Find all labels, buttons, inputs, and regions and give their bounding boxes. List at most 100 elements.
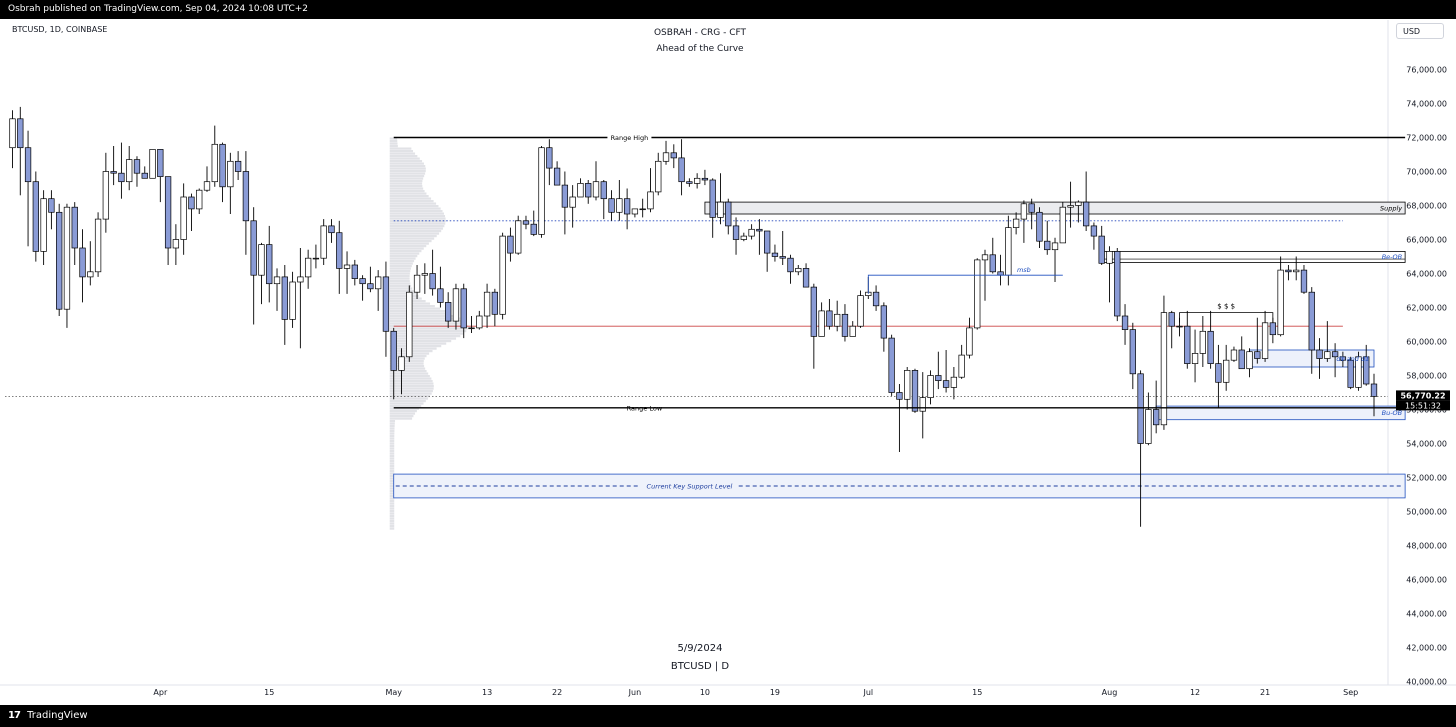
volume-profile-bar — [389, 207, 441, 210]
candle-body — [1269, 322, 1277, 336]
volume-profile-bar — [389, 217, 446, 220]
candle-body — [608, 198, 615, 213]
range-low-label: Range Low — [627, 404, 663, 412]
time-tick-label: 22 — [552, 688, 562, 697]
candle-body — [507, 235, 514, 254]
candle-body — [904, 370, 911, 400]
candle-body — [981, 254, 989, 261]
volume-profile-bar — [389, 145, 398, 148]
candle-body — [857, 295, 864, 327]
candle-body — [1285, 269, 1292, 273]
symbol-info: BTCUSD, 1D, COINBASE — [12, 25, 108, 34]
volume-profile-bar — [389, 457, 395, 460]
candle-body — [655, 160, 662, 193]
watermark-symbol: BTCUSD | D — [670, 661, 730, 672]
candle-body — [94, 218, 102, 273]
volume-profile-bar — [389, 185, 423, 188]
volume-profile-bar — [389, 345, 442, 348]
candle-body — [48, 198, 55, 213]
candle-body — [32, 181, 39, 252]
volume-profile-bar — [389, 400, 426, 403]
volume-profile-bar — [389, 445, 395, 448]
candle-body — [958, 354, 965, 378]
volume-profile-bar — [389, 472, 395, 475]
time-tick-label: May — [385, 688, 402, 697]
candle-body — [312, 257, 320, 260]
volume-profile-bar — [389, 250, 422, 253]
volume-profile-bar — [389, 255, 418, 258]
volume-profile-bar — [389, 435, 395, 438]
candle-body — [203, 181, 211, 191]
candle-body — [1261, 322, 1269, 359]
volume-profile-bar — [389, 410, 417, 413]
volume-profile-bar — [389, 172, 426, 175]
volume-profile-bar — [389, 477, 395, 480]
volume-profile-bar — [389, 270, 411, 273]
volume-profile-bar — [389, 427, 395, 430]
tradingview-footer: 17 TradingView — [0, 705, 1456, 727]
candle-body — [250, 220, 257, 276]
volume-profile-bar — [389, 515, 395, 518]
currency-button[interactable]: USD — [1396, 23, 1444, 39]
candle-body — [437, 288, 444, 303]
candle-body — [740, 235, 747, 240]
candle-body — [1090, 225, 1098, 237]
volume-profile-bar — [389, 275, 410, 278]
volume-profile-bar — [389, 327, 468, 330]
key-support-zone — [393, 473, 1406, 499]
candle-body — [1044, 240, 1051, 251]
price-tick-label: 76,000.00 — [1406, 66, 1447, 75]
candlestick-chart[interactable]: Range High Range Low Supply Be-OB Bu-OB d1 an… — [0, 0, 1456, 705]
candle-body — [974, 259, 981, 329]
volume-profile-bar — [389, 500, 395, 503]
candle-body — [297, 276, 304, 283]
volume-profile-bar — [389, 502, 395, 505]
candle-body — [102, 171, 110, 220]
volume-profile-bar — [389, 480, 395, 483]
volume-profile-bar — [389, 317, 461, 320]
volume-profile-bar — [389, 150, 414, 153]
volume-profile-bar — [389, 167, 426, 170]
volume-profile-bar — [389, 235, 437, 238]
volume-profile-bar — [389, 240, 432, 243]
volume-profile-bar — [389, 192, 427, 195]
range-high-label: Range High — [611, 134, 649, 142]
candle-body — [343, 264, 351, 269]
candle-body — [375, 276, 382, 290]
time-tick-label: 15 — [972, 688, 982, 697]
candle-body — [429, 273, 436, 290]
candle-body — [880, 305, 888, 339]
volume-profile-bar — [389, 377, 432, 380]
candle-body — [631, 208, 639, 215]
candle-body — [810, 286, 817, 337]
candle-body — [896, 392, 903, 400]
candle-body — [709, 179, 716, 218]
candle-body — [164, 176, 172, 249]
candle-body — [942, 380, 950, 388]
candle-body — [390, 330, 397, 371]
time-tick-label: 10 — [700, 688, 710, 697]
candle-body — [1160, 312, 1168, 426]
time-tick-label: Apr — [153, 688, 168, 697]
volume-profile-bar — [389, 362, 424, 365]
time-tick-label: Sep — [1343, 688, 1358, 697]
candle-body — [258, 244, 265, 276]
volume-profile-bar — [389, 525, 395, 528]
volume-profile-bar — [389, 462, 395, 465]
volume-profile-bar — [389, 277, 410, 280]
candle-body — [289, 281, 296, 320]
volume-profile-bar — [389, 142, 398, 145]
msb-line — [867, 274, 1063, 294]
candle-body — [725, 201, 732, 227]
candle-body — [398, 356, 405, 371]
candle-body — [515, 220, 522, 254]
volume-profile-bar — [389, 430, 395, 433]
candle-body — [211, 143, 218, 183]
chart-title: OSBRAH - CRG - CFT — [653, 28, 747, 38]
volume-profile-bar — [389, 205, 439, 208]
price-tick-label: 58,000.00 — [1406, 372, 1447, 381]
volume-profile-bar — [389, 295, 419, 298]
candle-body — [1082, 201, 1090, 227]
bu-ob-label: Bu-OB — [1382, 409, 1403, 417]
candle-body — [1316, 349, 1323, 359]
